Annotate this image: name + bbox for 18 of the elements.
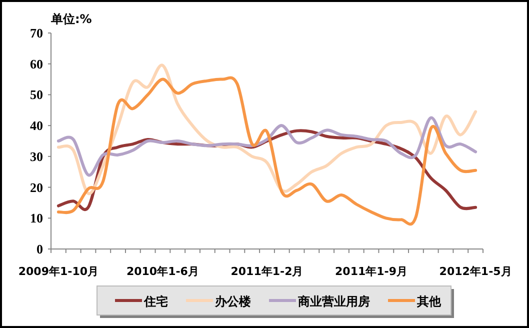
y-tick-label: 30 (30, 148, 43, 164)
legend-label: 住宅 (143, 294, 168, 308)
x-tick-label: 2012年1-5月 (439, 265, 512, 278)
x-tick-label: 2011年1-9月 (335, 265, 408, 278)
y-tick-label: 20 (30, 180, 43, 195)
legend-label: 办公楼 (214, 294, 252, 308)
x-tick-label: 2011年1-2月 (230, 265, 304, 278)
x-tick-label: 2009年1-10月 (18, 265, 99, 278)
y-tick-label: 70 (30, 26, 43, 40)
y-tick-label: 60 (30, 56, 43, 72)
legend-label: 商业营业用房 (297, 294, 370, 308)
y-tick-label: 10 (30, 210, 43, 226)
y-tick-label: 0 (36, 242, 43, 256)
x-tick-label: 2010年1-6月 (126, 265, 199, 278)
y-tick-label: 40 (30, 118, 43, 134)
legend-label: 其他 (416, 294, 442, 308)
y-axis-title: 单位:% (50, 12, 92, 26)
y-tick-label: 50 (30, 87, 43, 102)
